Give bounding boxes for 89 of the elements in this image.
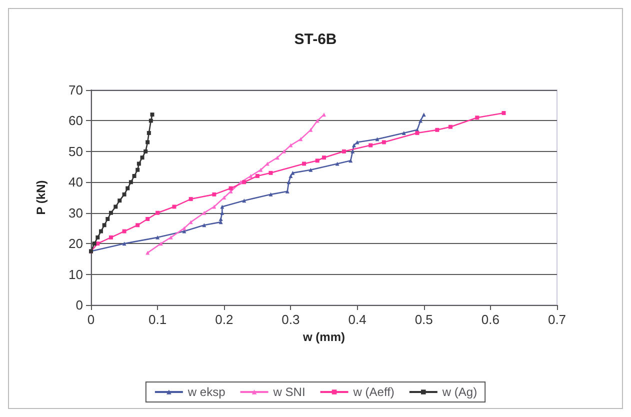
point	[315, 158, 320, 163]
point	[238, 180, 243, 184]
y-tick-label: 40	[68, 174, 83, 190]
point	[322, 112, 326, 117]
point	[435, 128, 440, 132]
x-tick-label: 0.6	[481, 312, 500, 327]
point	[448, 124, 452, 129]
y-tick-label: 70	[68, 82, 83, 98]
point	[288, 174, 293, 178]
point	[146, 250, 150, 255]
point	[290, 170, 295, 175]
point	[92, 242, 96, 246]
point	[156, 235, 160, 240]
y-tick-label: 20	[68, 236, 83, 252]
point	[288, 143, 293, 148]
point	[248, 174, 253, 178]
point	[136, 168, 140, 172]
x-tick-label: 0.2	[215, 312, 234, 327]
point	[302, 162, 306, 166]
point	[255, 174, 260, 178]
point	[126, 186, 130, 190]
point	[106, 217, 110, 221]
x-tick-label: 0.1	[148, 312, 167, 327]
point	[148, 118, 153, 123]
point	[118, 198, 122, 203]
legend-label: w (Ag)	[441, 385, 478, 399]
point	[268, 170, 273, 175]
point	[98, 229, 103, 234]
point	[382, 140, 386, 144]
point	[298, 137, 303, 142]
point	[140, 156, 144, 160]
point	[144, 149, 148, 154]
point	[108, 235, 113, 240]
point	[172, 204, 176, 209]
point	[136, 162, 141, 166]
point	[96, 235, 100, 240]
x-tick-label: 0.4	[348, 312, 366, 327]
x-tick-label: 0	[87, 312, 95, 327]
point	[202, 210, 206, 215]
x-tick-label: 0.3	[282, 312, 300, 327]
point	[212, 192, 216, 196]
point	[108, 210, 113, 215]
y-tick-label: 0	[76, 298, 83, 312]
point	[502, 111, 506, 116]
y-tick-label: 10	[68, 266, 83, 282]
point	[242, 180, 246, 184]
point	[156, 210, 160, 215]
point	[122, 229, 126, 234]
point	[150, 112, 154, 117]
y-axis-title: P (kN)	[34, 180, 48, 215]
point	[415, 131, 420, 135]
point	[122, 242, 126, 246]
point	[342, 149, 346, 154]
point	[352, 143, 356, 148]
point	[308, 128, 313, 132]
y-tick-label: 60	[68, 113, 83, 128]
point	[375, 137, 380, 142]
point	[146, 140, 150, 144]
point	[128, 180, 133, 184]
point	[368, 143, 373, 148]
x-tick-label: 0.5	[414, 312, 433, 327]
point	[322, 156, 326, 160]
point	[402, 131, 406, 135]
point	[268, 192, 273, 196]
point	[308, 168, 313, 172]
point	[188, 197, 193, 202]
point	[146, 131, 151, 135]
legend-label: w SNI	[272, 385, 306, 399]
x-tick-label: 0.7	[548, 312, 566, 327]
point	[146, 217, 150, 221]
point	[168, 235, 173, 240]
point	[228, 186, 233, 190]
point	[136, 223, 140, 228]
point	[218, 217, 223, 221]
point	[132, 174, 136, 178]
point	[350, 149, 355, 154]
legend-label: w (Aeff)	[352, 385, 394, 399]
point	[122, 192, 126, 196]
point	[475, 116, 480, 120]
point	[102, 223, 106, 228]
point	[258, 168, 263, 172]
x-axis-title: w (mm)	[302, 330, 346, 344]
point	[114, 204, 118, 209]
point	[286, 180, 291, 184]
chart-title: ST-6B	[294, 31, 337, 48]
y-tick-label: 30	[68, 205, 83, 220]
legend-label: w eksp	[186, 385, 226, 399]
point	[282, 149, 286, 154]
y-tick-label: 50	[68, 144, 83, 159]
